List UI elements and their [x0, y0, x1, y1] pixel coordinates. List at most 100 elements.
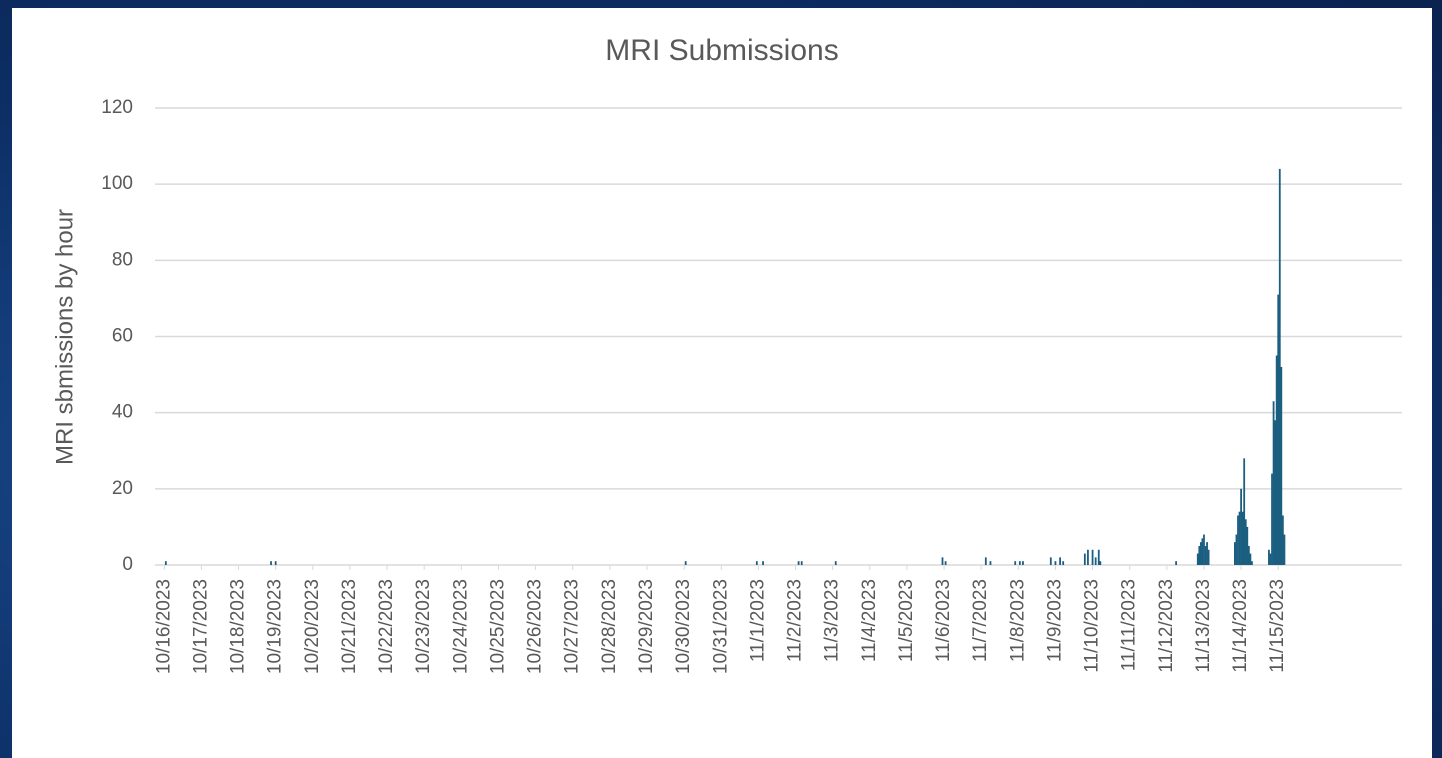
- bar: [1049, 557, 1052, 565]
- x-tick-label: 10/22/2023: [376, 579, 397, 674]
- x-tick-label: 11/12/2023: [1156, 579, 1177, 673]
- bar: [1204, 545, 1207, 565]
- x-tick-label: 11/11/2023: [1119, 579, 1140, 671]
- x-tick-label: 11/5/2023: [896, 579, 917, 662]
- bar: [762, 561, 764, 565]
- bar: [1091, 549, 1094, 565]
- bar: [1269, 553, 1272, 565]
- bar: [1238, 511, 1241, 565]
- bar: [1281, 515, 1284, 565]
- bar: [274, 561, 277, 565]
- bar: [1014, 561, 1017, 565]
- x-tick-label: 10/27/2023: [562, 579, 583, 674]
- x-tick-label: 11/9/2023: [1044, 579, 1065, 662]
- bar: [1246, 526, 1249, 565]
- bar: [944, 561, 947, 565]
- bar: [1268, 549, 1270, 565]
- x-tick-label: 11/15/2023: [1267, 579, 1288, 673]
- bar: [984, 557, 987, 565]
- x-tick-label: 10/25/2023: [487, 579, 508, 674]
- bar: [755, 561, 758, 565]
- bar: [834, 561, 837, 565]
- bar: [1237, 515, 1239, 565]
- chart-card: [12, 8, 1432, 758]
- x-tick-label: 11/4/2023: [859, 579, 880, 662]
- chart-title: MRI Submissions: [605, 34, 838, 67]
- bar: [1206, 542, 1208, 565]
- x-tick-label: 10/17/2023: [190, 579, 211, 674]
- bar: [1280, 366, 1283, 565]
- x-tick-label: 11/14/2023: [1230, 579, 1251, 673]
- bar: [1087, 549, 1089, 565]
- bar: [1241, 511, 1244, 565]
- x-tick-label: 10/20/2023: [302, 579, 323, 674]
- bar: [1199, 542, 1202, 565]
- bar: [1022, 561, 1024, 565]
- x-tick-label: 10/18/2023: [228, 579, 249, 674]
- bar: [797, 561, 800, 565]
- bar: [1196, 553, 1199, 565]
- x-tick-label: 10/31/2023: [710, 579, 731, 674]
- bar: [1277, 294, 1280, 565]
- bar: [1249, 553, 1252, 565]
- bar: [1234, 542, 1236, 565]
- x-tick-label: 11/8/2023: [1007, 579, 1028, 662]
- bar: [1283, 534, 1286, 565]
- bar: [1235, 534, 1238, 565]
- bar: [1054, 561, 1057, 565]
- y-tick-label: 0: [122, 554, 133, 575]
- x-tick-label: 10/16/2023: [153, 579, 174, 674]
- bar: [164, 561, 167, 565]
- y-tick-label: 20: [112, 478, 133, 499]
- x-tick-label: 11/13/2023: [1193, 579, 1214, 673]
- bar: [1203, 534, 1205, 565]
- bar: [1059, 557, 1061, 565]
- x-tick-label: 11/7/2023: [970, 579, 991, 662]
- bar: [684, 561, 687, 565]
- bar: [1207, 549, 1210, 565]
- bar: [1201, 538, 1204, 565]
- bar: [1247, 545, 1250, 565]
- y-tick-label: 60: [112, 326, 133, 347]
- x-tick-label: 10/21/2023: [339, 579, 360, 674]
- bar: [1243, 458, 1246, 565]
- x-tick-label: 10/24/2023: [450, 579, 471, 674]
- bar: [1083, 553, 1086, 565]
- bar: [1271, 473, 1273, 565]
- x-tick-label: 11/1/2023: [747, 579, 768, 662]
- y-tick-label: 80: [112, 249, 133, 270]
- y-tick-label: 40: [112, 402, 133, 423]
- bar: [1099, 561, 1102, 565]
- bar: [1275, 355, 1278, 565]
- bar: [1278, 168, 1281, 565]
- bar: [1274, 420, 1277, 565]
- x-tick-label: 11/6/2023: [933, 579, 954, 662]
- x-tick-label: 11/10/2023: [1082, 579, 1103, 673]
- bar: [1175, 561, 1178, 565]
- x-tick-label: 10/19/2023: [265, 579, 286, 674]
- bar: [1198, 545, 1201, 565]
- bar: [941, 557, 944, 565]
- y-axis-label: MRI sbmissions by hour: [51, 209, 78, 465]
- bar: [270, 561, 272, 565]
- x-tick-label: 10/26/2023: [525, 579, 546, 674]
- bar: [1094, 557, 1097, 565]
- bar: [989, 561, 992, 565]
- x-tick-label: 11/2/2023: [785, 579, 806, 662]
- bar: [1244, 519, 1247, 565]
- x-tick-label: 10/28/2023: [599, 579, 620, 674]
- bar: [1240, 488, 1242, 565]
- bar: [1097, 549, 1100, 565]
- bar: [1272, 401, 1275, 565]
- x-tick-label: 10/29/2023: [636, 579, 657, 674]
- bar: [1062, 561, 1065, 565]
- bar: [800, 561, 803, 565]
- x-tick-label: 11/3/2023: [822, 579, 843, 662]
- bar: [1251, 561, 1253, 565]
- y-tick-label: 100: [101, 173, 133, 194]
- x-tick-label: 10/23/2023: [413, 579, 434, 674]
- y-tick-label: 120: [101, 97, 133, 118]
- bar: [1018, 561, 1021, 565]
